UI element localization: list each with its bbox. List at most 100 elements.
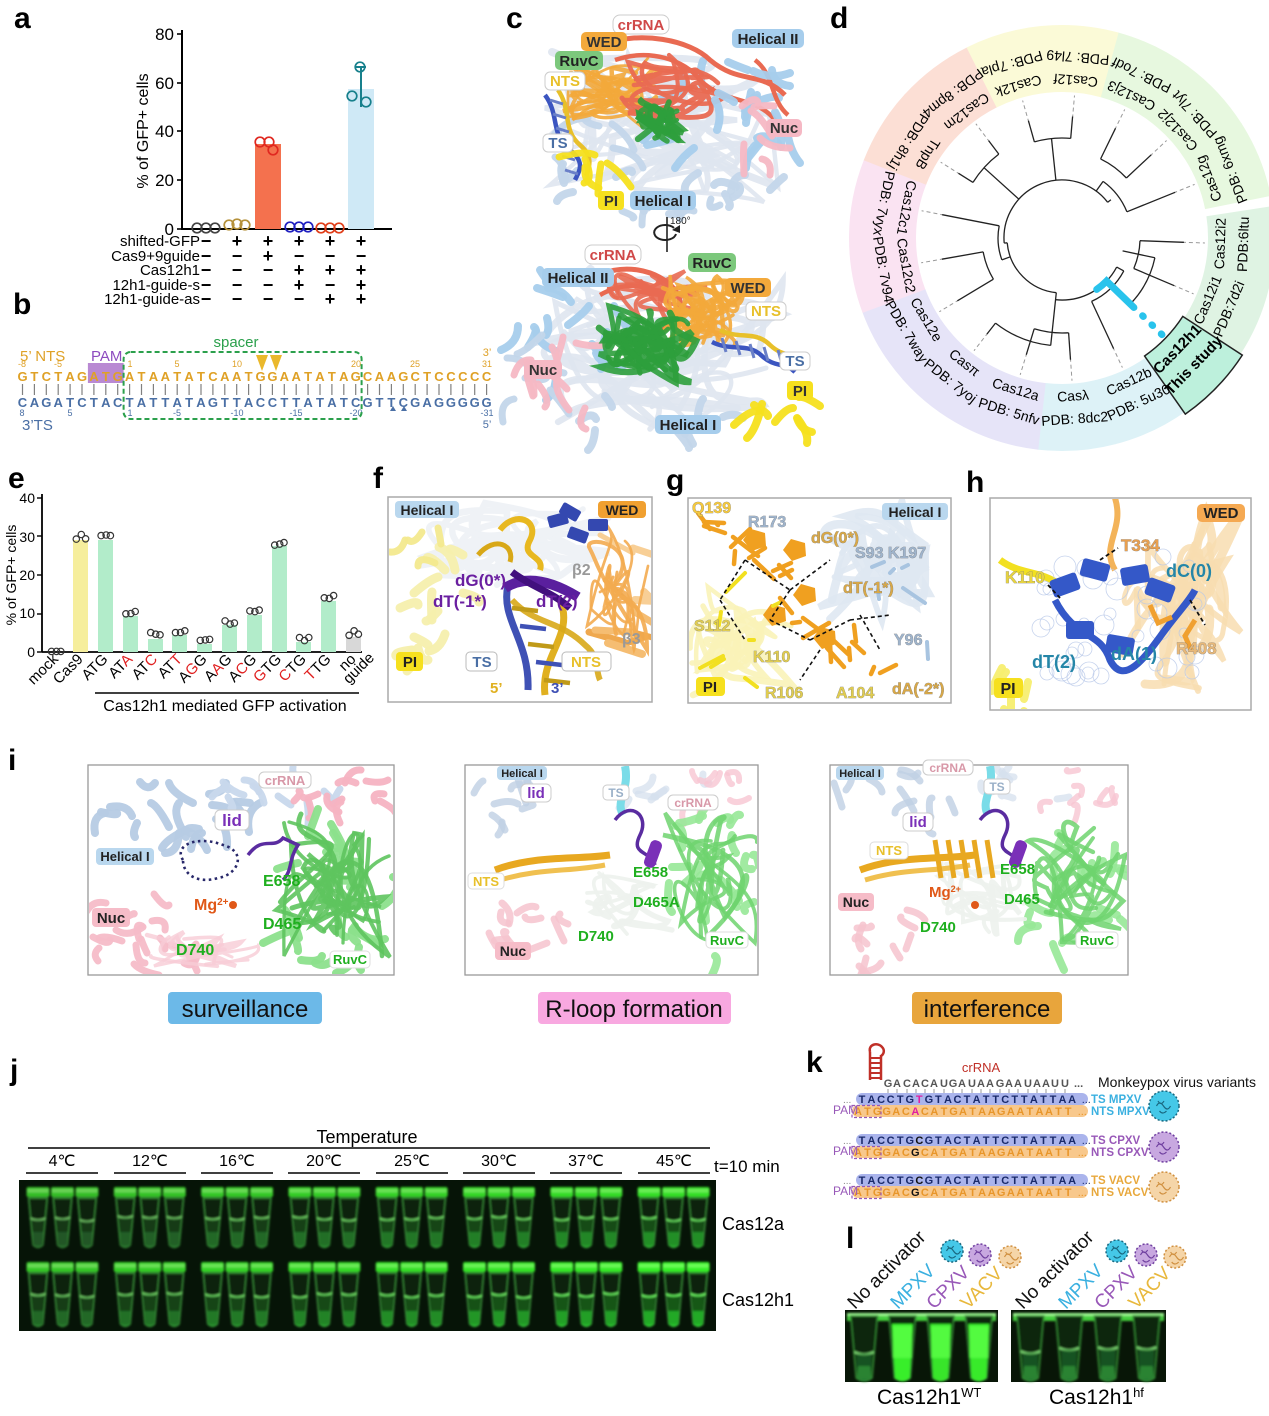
svg-text:T: T	[90, 395, 98, 410]
svg-text:T: T	[138, 369, 146, 384]
svg-text:crRNA: crRNA	[265, 773, 306, 788]
svg-text:T: T	[1055, 1147, 1062, 1159]
svg-text:−: −	[263, 275, 274, 295]
svg-text:U: U	[968, 1078, 976, 1090]
svg-text:A: A	[944, 1135, 952, 1147]
svg-text:−: −	[356, 246, 367, 266]
svg-text:G: G	[410, 395, 420, 410]
svg-text:dG(0*): dG(0*)	[811, 530, 859, 547]
svg-text:RuvC: RuvC	[692, 255, 731, 272]
svg-text:T: T	[983, 1135, 990, 1147]
svg-text:Cas9+9guide: Cas9+9guide	[111, 248, 200, 265]
svg-text:...: ...	[843, 1176, 851, 1187]
svg-text:G: G	[949, 1078, 958, 1090]
svg-text:R173: R173	[748, 514, 786, 531]
svg-text:C: C	[1001, 1175, 1009, 1187]
svg-text:T: T	[328, 369, 336, 384]
svg-text:G: G	[906, 1094, 915, 1106]
svg-text:T: T	[897, 1094, 904, 1106]
svg-text:TS: TS	[989, 780, 1004, 794]
svg-text:T: T	[983, 1094, 990, 1106]
svg-text:G: G	[949, 1147, 958, 1159]
svg-text:K110: K110	[1005, 568, 1045, 587]
svg-text:A: A	[1042, 1078, 1050, 1090]
svg-text:dT(2): dT(2)	[1032, 652, 1076, 672]
svg-text:25℃: 25℃	[394, 1153, 430, 1170]
svg-text:A: A	[184, 369, 194, 384]
svg-text:Helical I: Helical I	[839, 768, 881, 780]
svg-text:16℃: 16℃	[219, 1153, 255, 1170]
svg-text:d: d	[830, 2, 848, 35]
svg-text:30℃: 30℃	[481, 1153, 517, 1170]
svg-text:C: C	[915, 1135, 923, 1147]
svg-text:G: G	[363, 395, 373, 410]
svg-text:Cas12h1 mediated GFP activatio: Cas12h1 mediated GFP activation	[103, 698, 346, 715]
svg-text:T: T	[983, 1175, 990, 1187]
svg-text:+: +	[325, 289, 336, 309]
svg-text:dT(-1*): dT(-1*)	[433, 592, 487, 611]
svg-text:G: G	[925, 1094, 934, 1106]
svg-text:A: A	[959, 1106, 967, 1118]
svg-text:A: A	[1005, 1078, 1013, 1090]
svg-text:+: +	[325, 260, 336, 280]
svg-text:C: C	[877, 1135, 885, 1147]
svg-text:C: C	[915, 1175, 923, 1187]
svg-text:C: C	[446, 369, 456, 384]
svg-text:PI: PI	[793, 383, 807, 400]
svg-text:β2: β2	[572, 562, 591, 579]
svg-text:A: A	[280, 369, 290, 384]
svg-text:T: T	[1021, 1135, 1028, 1147]
svg-text:A: A	[1016, 1187, 1024, 1199]
svg-text:A: A	[977, 1078, 985, 1090]
svg-text:5: 5	[67, 408, 72, 418]
svg-text:Nuc: Nuc	[770, 120, 798, 137]
svg-text:TS MPXV: TS MPXV	[1091, 1094, 1142, 1106]
svg-text:A: A	[958, 1078, 966, 1090]
svg-text:G: G	[208, 395, 218, 410]
svg-text:crRNA: crRNA	[962, 1060, 1001, 1075]
svg-text:dA(1): dA(1)	[1111, 644, 1157, 664]
svg-text:T: T	[1021, 1175, 1028, 1187]
svg-text:5: 5	[174, 359, 179, 369]
svg-text:A: A	[854, 1106, 862, 1118]
svg-text:A: A	[65, 369, 75, 384]
svg-text:T: T	[992, 1175, 999, 1187]
svg-text:C: C	[482, 369, 492, 384]
svg-text:G: G	[873, 1147, 882, 1159]
svg-text:-5: -5	[173, 408, 181, 418]
svg-text:G: G	[997, 1147, 1006, 1159]
svg-text:Helical I: Helical I	[401, 502, 454, 518]
svg-text:A: A	[292, 369, 302, 384]
svg-text:T: T	[941, 1106, 948, 1118]
svg-text:A: A	[244, 395, 254, 410]
svg-text:C: C	[921, 1187, 929, 1199]
svg-text:A: A	[854, 1147, 862, 1159]
svg-text:A: A	[868, 1175, 876, 1187]
svg-text:C: C	[902, 1106, 910, 1118]
svg-text:RuvC: RuvC	[559, 53, 598, 70]
svg-text:C: C	[921, 1078, 929, 1090]
svg-text:T: T	[969, 1187, 976, 1199]
svg-text:T: T	[1027, 1106, 1034, 1118]
svg-text:Cas12h1: Cas12h1	[140, 262, 200, 279]
svg-text:crRNA: crRNA	[590, 247, 637, 264]
svg-text:T: T	[30, 369, 38, 384]
svg-text:180°: 180°	[670, 216, 691, 227]
svg-text:C: C	[411, 369, 421, 384]
svg-text:-20: -20	[349, 408, 362, 418]
svg-text:A: A	[1059, 1175, 1067, 1187]
svg-text:T: T	[964, 1094, 971, 1106]
svg-text:A: A	[959, 1147, 967, 1159]
svg-text:T: T	[859, 1135, 866, 1147]
svg-text:C: C	[877, 1175, 885, 1187]
svg-text:dA(-2*): dA(-2*)	[892, 681, 944, 698]
svg-text:30: 30	[19, 529, 35, 545]
svg-text:C: C	[877, 1094, 885, 1106]
svg-text:G: G	[997, 1187, 1006, 1199]
svg-text:E658: E658	[263, 873, 300, 890]
svg-text:A: A	[54, 395, 64, 410]
svg-text:D740: D740	[920, 919, 956, 936]
svg-text:T: T	[126, 395, 134, 410]
svg-text:TS VACV: TS VACV	[1091, 1175, 1140, 1187]
svg-text:−: −	[325, 275, 336, 295]
